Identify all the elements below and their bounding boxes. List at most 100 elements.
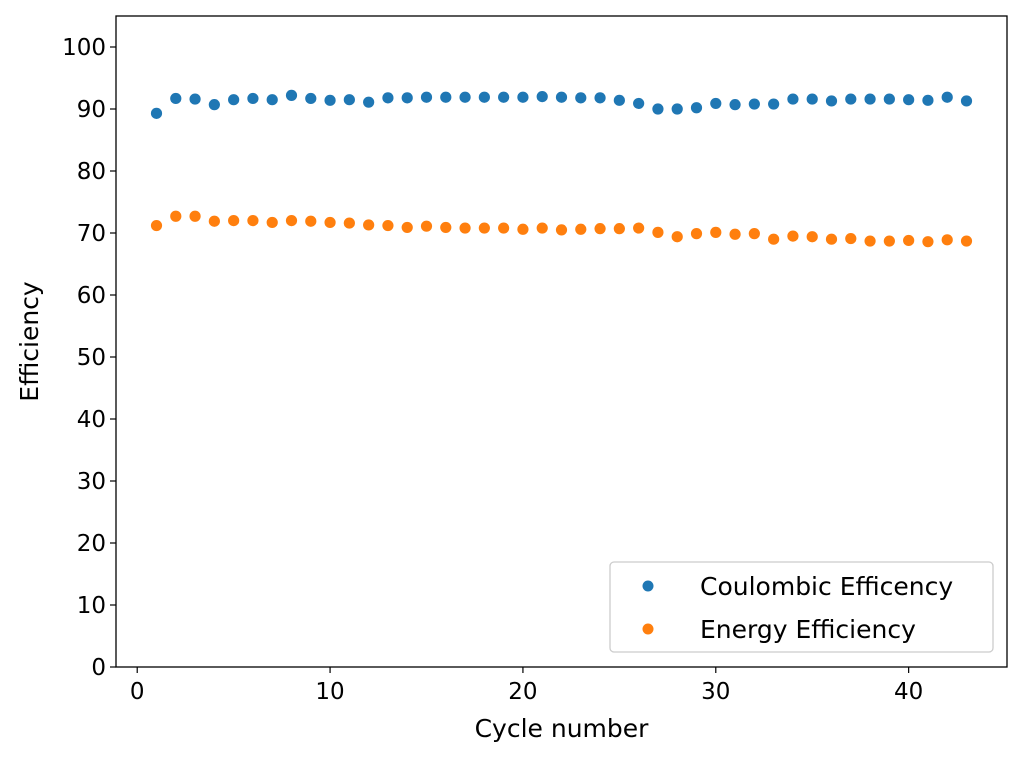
- data-point-coulombic: [285, 89, 298, 101]
- y-tick-label: 80: [77, 159, 106, 185]
- data-point-energy: [864, 235, 876, 247]
- data-point-coulombic: [305, 92, 317, 105]
- data-point-energy: [710, 226, 722, 238]
- data-point-energy: [845, 232, 857, 245]
- x-tick-label: 30: [701, 679, 730, 705]
- y-tick-label: 50: [77, 345, 106, 371]
- data-point-coulombic: [787, 93, 799, 105]
- data-point-energy: [748, 228, 760, 240]
- data-point-energy: [575, 223, 587, 235]
- data-point-energy: [768, 233, 780, 245]
- data-point-coulombic: [401, 92, 413, 104]
- data-point-energy: [787, 230, 799, 242]
- data-point-coulombic: [382, 92, 394, 104]
- data-point-coulombic: [420, 91, 433, 103]
- y-tick-label: 100: [62, 35, 106, 61]
- data-point-energy: [594, 223, 606, 235]
- data-point-energy: [922, 236, 934, 248]
- data-point-energy: [266, 216, 278, 229]
- data-point-energy: [536, 222, 548, 234]
- legend-label-coulombic: Coulombic Efficency: [700, 572, 953, 601]
- data-point-coulombic: [228, 94, 240, 106]
- data-point-energy: [671, 231, 683, 243]
- data-point-coulombic: [498, 91, 510, 103]
- data-point-coulombic: [536, 91, 548, 103]
- data-point-coulombic: [710, 97, 722, 110]
- data-point-coulombic: [189, 93, 201, 105]
- data-point-energy: [208, 215, 220, 227]
- data-point-energy: [517, 223, 529, 235]
- data-point-energy: [382, 219, 394, 232]
- x-axis-ticks: 0 10 20 30 40: [130, 667, 923, 705]
- plot-frame: [115, 15, 1008, 668]
- data-point-coulombic: [363, 96, 375, 108]
- data-point-coulombic: [478, 91, 490, 103]
- data-point-coulombic: [806, 93, 818, 105]
- data-point-energy: [960, 235, 973, 247]
- y-tick-label: 70: [77, 221, 106, 247]
- data-point-coulombic: [883, 93, 895, 105]
- data-point-coulombic: [922, 94, 934, 106]
- y-tick-label: 0: [91, 655, 106, 681]
- data-point-energy: [343, 217, 355, 229]
- x-tick-label: 40: [894, 679, 923, 705]
- legend-label-energy: Energy Efficiency: [700, 615, 916, 644]
- data-point-energy: [324, 216, 336, 229]
- data-point-energy: [690, 228, 703, 240]
- data-point-energy: [941, 234, 953, 246]
- data-point-coulombic: [941, 91, 953, 103]
- data-point-coulombic: [575, 92, 587, 104]
- data-point-energy: [247, 215, 259, 227]
- data-point-coulombic: [459, 91, 471, 103]
- x-axis-label: Cycle number: [475, 714, 650, 743]
- y-tick-label: 30: [77, 469, 106, 495]
- legend-marker-coulombic: [642, 580, 654, 592]
- data-point-coulombic: [729, 99, 741, 111]
- data-point-energy: [613, 223, 625, 235]
- y-tick-label: 20: [77, 531, 106, 557]
- data-point-coulombic: [671, 103, 683, 115]
- data-point-energy: [729, 228, 741, 240]
- y-tick-label: 40: [77, 407, 106, 433]
- data-point-energy: [825, 233, 838, 245]
- data-point-energy: [883, 235, 895, 247]
- data-point-coulombic: [748, 98, 760, 110]
- data-point-energy: [420, 220, 433, 232]
- data-point-coulombic: [768, 98, 780, 110]
- data-point-coulombic: [208, 99, 220, 111]
- data-point-energy: [228, 215, 240, 227]
- data-point-energy: [633, 222, 645, 234]
- data-point-coulombic: [652, 103, 664, 115]
- legend: Coulombic Efficency Energy Efficiency: [609, 561, 994, 653]
- data-point-coulombic: [903, 94, 915, 106]
- data-point-coulombic: [343, 94, 355, 106]
- data-point-energy: [401, 221, 413, 234]
- data-point-coulombic: [555, 91, 568, 103]
- data-point-coulombic: [170, 92, 182, 105]
- data-point-energy: [189, 210, 201, 222]
- data-point-coulombic: [594, 92, 606, 104]
- x-tick-label: 0: [130, 679, 145, 705]
- data-point-energy: [652, 226, 664, 238]
- data-point-energy: [150, 219, 163, 232]
- x-tick-label: 10: [315, 679, 344, 705]
- data-point-coulombic: [324, 94, 336, 106]
- x-tick-label: 20: [508, 679, 537, 705]
- data-point-energy: [498, 222, 510, 234]
- y-axis-ticks: 0 10 20 30 40 50 60 70 80 90 100: [62, 35, 116, 681]
- data-point-energy: [440, 221, 452, 234]
- data-point-coulombic: [440, 91, 452, 103]
- data-point-energy: [305, 215, 317, 227]
- legend-marker-energy: [642, 623, 654, 635]
- data-point-coulombic: [633, 97, 645, 110]
- data-point-coulombic: [690, 102, 703, 114]
- data-point-energy: [170, 210, 182, 222]
- data-point-energy: [903, 234, 915, 247]
- data-point-coulombic: [864, 93, 876, 105]
- data-point-coulombic: [960, 95, 973, 107]
- data-point-energy: [363, 219, 375, 231]
- data-point-coulombic: [247, 92, 259, 105]
- data-point-coulombic: [613, 94, 625, 106]
- data-point-energy: [555, 224, 568, 236]
